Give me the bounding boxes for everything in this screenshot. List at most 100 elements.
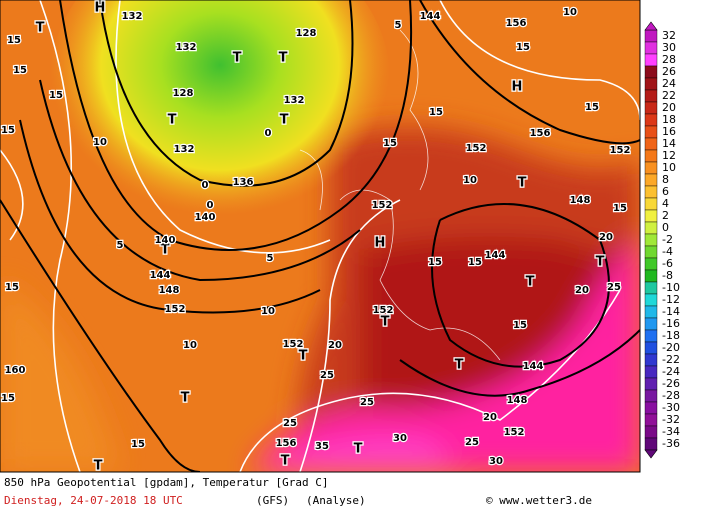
contour-label: 15 xyxy=(131,439,145,450)
contour-label: 20 xyxy=(575,285,589,296)
contour-label: 144 xyxy=(485,250,506,261)
contour-label: 25 xyxy=(320,370,334,381)
footer-date: Dienstag, 24-07-2018 18 UTC xyxy=(4,494,183,507)
colorbar-label: 28 xyxy=(662,53,676,66)
colorbar-cell xyxy=(644,41,658,55)
contour-label: 5 xyxy=(395,20,402,31)
colorbar-cell xyxy=(644,305,658,319)
colorbar-label: -10 xyxy=(662,281,680,294)
footer-title: 850 hPa Geopotential [gpdam], Temperatur… xyxy=(4,476,329,489)
colorbar-label: -26 xyxy=(662,377,680,390)
colorbar-cell xyxy=(644,101,658,115)
isotherms xyxy=(0,0,640,472)
colorbar-label: -36 xyxy=(662,437,680,450)
contour-label: 148 xyxy=(159,285,180,296)
pressure-center: T xyxy=(279,51,288,66)
cold-air-mass xyxy=(50,0,390,230)
colorbar-label: -14 xyxy=(662,305,680,318)
colorbar-label: 2 xyxy=(662,209,669,222)
colorbar: 32302826242220181614121086420-2-4-6-8-10… xyxy=(644,21,680,459)
footer-model: (GFS) xyxy=(256,494,289,507)
contour-label: 15 xyxy=(1,393,15,404)
contour-label: 15 xyxy=(49,90,63,101)
colorbar-cell xyxy=(644,113,658,127)
colorbar-label: 6 xyxy=(662,185,669,198)
contour-label: 148 xyxy=(570,195,591,206)
contour-label: 15 xyxy=(468,257,482,268)
colorbar-label: -22 xyxy=(662,353,680,366)
contour-label: 128 xyxy=(173,88,194,99)
contour-label: 5 xyxy=(267,253,274,264)
contour-label: 15 xyxy=(13,65,27,76)
colorbar-cell xyxy=(644,149,658,163)
pressure-center: T xyxy=(354,442,363,457)
contour-label: 15 xyxy=(429,107,443,118)
contour-label: 10 xyxy=(93,137,107,148)
colorbar-cell xyxy=(644,329,658,343)
contour-label: 132 xyxy=(176,42,197,53)
contour-label: 10 xyxy=(183,340,197,351)
colorbar-label: 26 xyxy=(662,65,676,78)
contour-label: 30 xyxy=(489,456,503,467)
contour-label: 152 xyxy=(165,304,186,315)
contour-label: 15 xyxy=(585,102,599,113)
colorbar-cell xyxy=(644,29,658,43)
contour-label: 25 xyxy=(465,437,479,448)
contour-label: 132 xyxy=(174,144,195,155)
pressure-center: H xyxy=(95,1,106,16)
temperature-shading xyxy=(0,127,640,472)
map-labels: H T T T T T T T H T T T T T H T T T T 132 132 132 132 128 128 136… xyxy=(0,0,632,475)
contour-label: 152 xyxy=(504,427,525,438)
pressure-center: T xyxy=(168,113,177,128)
pressure-center: T xyxy=(455,358,464,373)
colorbar-label: 8 xyxy=(662,173,669,186)
contour-label: 25 xyxy=(607,282,621,293)
colorbar-cell xyxy=(644,377,658,391)
contour-label: 0 xyxy=(202,180,209,191)
colorbar-label: -28 xyxy=(662,389,680,402)
contour-label: 15 xyxy=(383,138,397,149)
colorbar-label: 12 xyxy=(662,149,676,162)
colorbar-cell xyxy=(644,257,658,271)
contour-label: 15 xyxy=(5,282,19,293)
contour-label: 152 xyxy=(466,143,487,154)
pressure-center: T xyxy=(518,176,527,191)
colorbar-label: -4 xyxy=(662,245,673,258)
contour-label: 128 xyxy=(296,28,317,39)
contour-label: 0 xyxy=(207,200,214,211)
contour-label: 15 xyxy=(1,125,15,136)
colorbar-cell xyxy=(644,425,658,439)
colorbar-label: 18 xyxy=(662,113,676,126)
contour-label: 0 xyxy=(265,128,272,139)
colorbar-cell xyxy=(644,161,658,175)
contour-label: 5 xyxy=(117,240,124,251)
colorbar-arrow-top xyxy=(644,21,658,31)
contour-label: 132 xyxy=(122,11,143,22)
colorbar-label: 0 xyxy=(662,221,669,234)
colorbar-label: 30 xyxy=(662,41,676,54)
contour-label: 148 xyxy=(507,395,528,406)
colorbar-cell xyxy=(644,89,658,103)
pressure-center: T xyxy=(36,21,45,36)
map xyxy=(0,0,640,472)
colorbar-label: 16 xyxy=(662,125,676,138)
colorbar-cell xyxy=(644,209,658,223)
colorbar-label: -18 xyxy=(662,329,680,342)
contour-label: 152 xyxy=(372,200,393,211)
colorbar-cell xyxy=(644,365,658,379)
contour-label: 140 xyxy=(195,212,216,223)
colorbar-label: -32 xyxy=(662,413,680,426)
colorbar-label: 4 xyxy=(662,197,669,210)
contour-label: 156 xyxy=(530,128,551,139)
contour-label: 25 xyxy=(283,418,297,429)
contour-label: 152 xyxy=(610,145,631,156)
colorbar-cell xyxy=(644,53,658,67)
colorbar-label: -16 xyxy=(662,317,680,330)
colorbar-cell xyxy=(644,185,658,199)
colorbar-cell xyxy=(644,437,658,451)
contour-label: 25 xyxy=(360,397,374,408)
contour-label: 10 xyxy=(261,306,275,317)
colorbar-label: -20 xyxy=(662,341,680,354)
contour-label: 15 xyxy=(7,35,21,46)
